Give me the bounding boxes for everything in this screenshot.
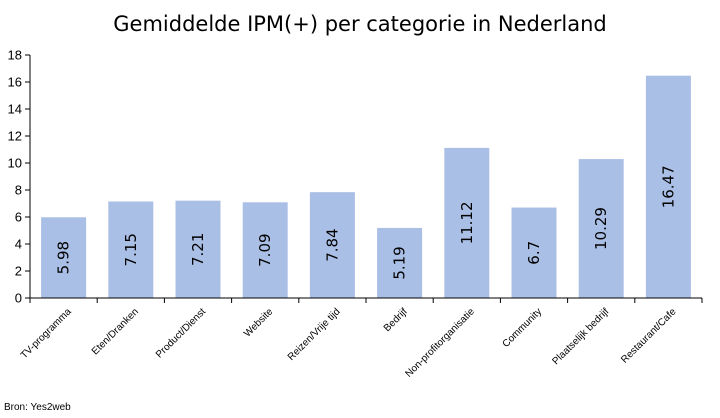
bar [309, 192, 355, 298]
y-tick-label: 16 [8, 75, 22, 90]
bar [108, 201, 154, 298]
bar [645, 75, 691, 298]
x-category-label: Non-profitorganisatie [404, 306, 478, 380]
bar-data-label: 7.15 [122, 233, 140, 266]
source-note: Bron: Yes2web [4, 402, 71, 413]
x-category-label: Eten/Dranken [90, 306, 141, 357]
y-tick-label: 14 [8, 102, 22, 117]
bar [444, 147, 490, 298]
x-category-label: Website [242, 306, 276, 340]
x-category-label: Community [501, 306, 545, 350]
chart-title: Gemiddelde IPM(+) per categorie in Neder… [113, 12, 607, 36]
y-tick-label: 2 [15, 264, 22, 279]
y-tick-label: 8 [15, 183, 22, 198]
y-tick-label: 0 [15, 291, 22, 306]
bar-data-label: 6.7 [525, 241, 543, 265]
y-tick-label: 10 [8, 156, 22, 171]
bar-data-label: 11.12 [458, 201, 476, 244]
x-category-label: Plaatselijk bedrijf [550, 306, 611, 367]
bar [511, 207, 557, 298]
x-category-label: TV-programma [19, 306, 74, 361]
bar-series: 5.98 7.15 7.21 7.09 7.84 5.19 11.12 6.7 10.29 16.… [41, 75, 691, 298]
bar-data-label: 5.98 [55, 241, 73, 274]
bar [41, 217, 87, 298]
bar-data-label: 7.21 [189, 233, 207, 266]
y-tick-label: 12 [8, 129, 22, 144]
bar [377, 227, 423, 298]
bar [578, 159, 624, 298]
bar [242, 202, 288, 298]
x-category-label: Reizen/Vrije tijd [286, 306, 343, 363]
y-tick-label: 6 [15, 210, 22, 225]
x-axis: TV-programma Eten/Dranken Product/Dienst We… [19, 297, 703, 380]
x-category-label: Restaurant/Cafe [619, 306, 679, 366]
y-tick-label: 18 [8, 48, 22, 63]
bar-data-label: 7.09 [256, 233, 274, 266]
bar [175, 200, 221, 298]
x-category-label: Bedrijf [382, 306, 410, 334]
bar-data-label: 16.47 [659, 165, 677, 208]
bar-data-label: 7.84 [323, 228, 341, 261]
y-axis: 0 2 4 6 8 10 12 14 16 18 [8, 48, 31, 306]
y-tick-label: 4 [15, 237, 22, 252]
bar-data-label: 10.29 [592, 207, 610, 250]
x-category-label: Product/Dienst [154, 306, 208, 360]
bar-data-label: 5.19 [391, 246, 409, 279]
